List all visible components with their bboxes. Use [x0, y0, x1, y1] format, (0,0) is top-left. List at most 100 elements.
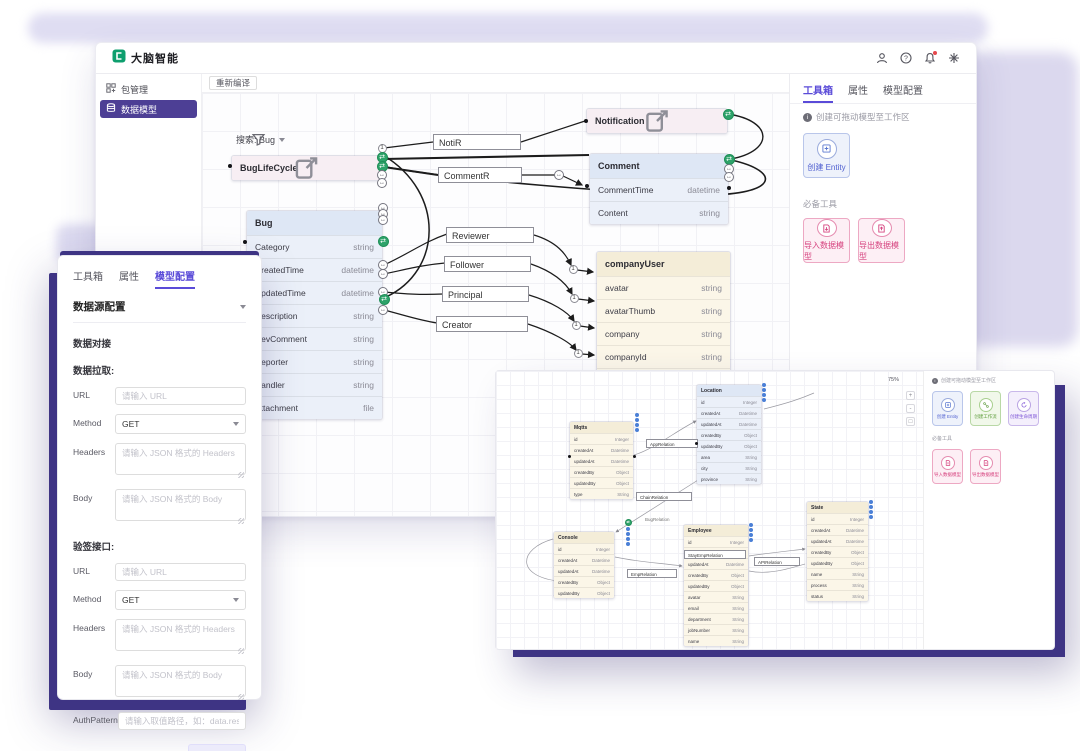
verify-headers-textarea[interactable]	[115, 619, 246, 651]
relation-label[interactable]: NotiR	[433, 134, 521, 150]
entity-field-row[interactable]: updatedBy Object	[697, 440, 761, 451]
port-icon[interactable]	[762, 393, 766, 397]
relation-label[interactable]: ChainRelation	[636, 492, 692, 501]
port-icon[interactable]	[626, 527, 630, 531]
entity-field-row[interactable]: Reporter string	[247, 350, 382, 373]
port-icon[interactable]	[869, 505, 873, 509]
cardinality-one-icon[interactable]: 1	[568, 264, 578, 274]
entity-field-row[interactable]: type String	[570, 488, 633, 499]
entity-field-row[interactable]: city String	[697, 462, 761, 473]
user-icon[interactable]	[875, 52, 888, 65]
entity-buglifecycle[interactable]: BugLifeCycle	[231, 155, 382, 181]
cardinality-one-icon[interactable]: 1	[573, 348, 583, 358]
import-model-card[interactable]: 导入数据模型	[932, 449, 963, 484]
create-workflow-card[interactable]: 创建工作流	[970, 391, 1001, 426]
entity-field-row[interactable]: status String	[807, 590, 868, 601]
entity-field-row[interactable]: avatar string	[597, 276, 730, 299]
port-icon[interactable]	[749, 538, 753, 542]
export-model-card[interactable]: 导出数据模型	[970, 449, 1001, 484]
entity-field-row[interactable]: DevComment string	[247, 327, 382, 350]
relation-label[interactable]: APIRelation	[754, 557, 800, 566]
verify-method-select[interactable]: GET	[115, 590, 246, 610]
fit-view-icon[interactable]: □	[906, 417, 915, 426]
relation-label[interactable]: StayEmpRelation	[684, 550, 746, 559]
entity-employee[interactable]: EmployeeidIntegercreatedAtDatetimeupdate…	[683, 524, 749, 647]
connection-verify-button[interactable]: 连接校验	[187, 744, 246, 751]
entity-field-row[interactable]: area String	[697, 451, 761, 462]
verify-url-input[interactable]	[115, 563, 246, 581]
tab-model-config[interactable]: 模型配置	[883, 86, 923, 97]
port-icon[interactable]	[749, 533, 753, 537]
recompile-button[interactable]: 重新编译	[209, 75, 258, 91]
create-entity-card[interactable]: 创建 Entity	[932, 391, 963, 426]
pull-method-select[interactable]: GET	[115, 414, 246, 434]
mini-model-canvas[interactable]: 75% + - □ Mqtts id Integer createdAt Datetim…	[496, 371, 924, 649]
entity-field-row[interactable]: email String	[684, 602, 748, 613]
entity-field-row[interactable]: Description string	[247, 304, 382, 327]
entity-field-row[interactable]: id Integer	[554, 543, 614, 554]
port-icon[interactable]	[749, 523, 753, 527]
entity-field-row[interactable]: avatar String	[684, 591, 748, 602]
entity-field-row[interactable]: avatarThumb string	[597, 299, 730, 322]
resize-grip-icon[interactable]	[238, 472, 244, 478]
export-model-card[interactable]: 导出数据模型	[858, 218, 905, 263]
tab-properties[interactable]: 属性	[119, 272, 139, 283]
entity-field-row[interactable]: createdBy Object	[807, 546, 868, 557]
entity-field-row[interactable]: updatedAt Datetime	[570, 455, 633, 466]
bidirectional-port-icon[interactable]: ↔	[378, 269, 388, 279]
port-icon[interactable]	[626, 542, 630, 546]
port-icon[interactable]	[762, 388, 766, 392]
port-icon[interactable]	[635, 428, 639, 432]
entity-notification[interactable]: Notification	[586, 108, 728, 134]
entity-field-row[interactable]: name String	[807, 568, 868, 579]
entity-field-row[interactable]: process String	[807, 579, 868, 590]
entity-field-row[interactable]: Category string	[247, 235, 382, 258]
entity-field-row[interactable]: updatedBy Object	[570, 477, 633, 488]
entity-field-row[interactable]: company string	[597, 322, 730, 345]
sparkle-icon[interactable]	[947, 52, 960, 65]
port-icon[interactable]	[635, 413, 639, 417]
entity-field-row[interactable]: updatedAt Datetime	[697, 418, 761, 429]
entity-state[interactable]: State id Integer createdAt Datetime updatedAt…	[806, 501, 869, 602]
entity-bug[interactable]: Bug Category string CreatedTime datetime Upda…	[246, 210, 383, 420]
port-icon[interactable]	[762, 398, 766, 402]
entity-field-row[interactable]: createdAt Datetime	[807, 524, 868, 535]
bidirectional-port-icon[interactable]: ↔	[378, 215, 388, 225]
port-icon[interactable]	[869, 500, 873, 504]
sidebar-item-package-manager[interactable]: 包管理	[100, 80, 197, 98]
entity-field-row[interactable]: createdAt Datetime	[570, 444, 633, 455]
port-icon[interactable]	[635, 418, 639, 422]
relation-label[interactable]: Reviewer	[446, 227, 534, 243]
entity-field-row[interactable]: name String	[684, 635, 748, 646]
pull-headers-textarea[interactable]	[115, 443, 246, 475]
port-icon[interactable]	[749, 528, 753, 532]
entity-field-row[interactable]: updatedAt Datetime	[807, 535, 868, 546]
sidebar-item-data-model[interactable]: 数据模型	[100, 100, 197, 118]
create-entity-card[interactable]: 创建 Entity	[803, 133, 850, 178]
entity-field-row[interactable]: updatedBy Object	[684, 580, 748, 591]
create-lifecycle-card[interactable]: 创建生命周期	[1008, 391, 1039, 426]
relation-port-icon[interactable]: ⇄	[377, 235, 389, 247]
relation-port-icon[interactable]: ⇄	[624, 518, 632, 526]
entity-field-row[interactable]: updatedAt Datetime	[554, 565, 614, 576]
zoom-out-icon[interactable]: -	[906, 404, 915, 413]
entity-field-row[interactable]: createdBy Object	[570, 466, 633, 477]
entity-field-row[interactable]: id Integer	[697, 396, 761, 407]
entity-field-row[interactable]: province String	[697, 473, 761, 484]
datasource-section-header[interactable]: 数据源配置	[73, 299, 246, 323]
bidirectional-port-icon[interactable]: ↔	[554, 170, 564, 180]
relation-label[interactable]: EmpRelation	[627, 569, 677, 578]
entity-field-row[interactable]: createdAt Datetime	[554, 554, 614, 565]
relation-label[interactable]: Creator	[436, 316, 528, 332]
pull-url-input[interactable]	[115, 387, 246, 405]
entity-field-row[interactable]: UpdatedTime datetime	[247, 281, 382, 304]
port-icon[interactable]	[762, 383, 766, 387]
cardinality-one-icon[interactable]: 1	[571, 320, 581, 330]
relation-port-icon[interactable]: ⇄	[723, 153, 735, 165]
relation-label[interactable]: CommentR	[438, 167, 522, 183]
relation-port-icon[interactable]: ⇄	[722, 108, 734, 120]
bidirectional-port-icon[interactable]: ↔	[724, 172, 734, 182]
entity-field-row[interactable]: Content string	[590, 201, 728, 224]
port-icon[interactable]	[635, 423, 639, 427]
relation-label[interactable]: BugRelation	[645, 517, 670, 522]
